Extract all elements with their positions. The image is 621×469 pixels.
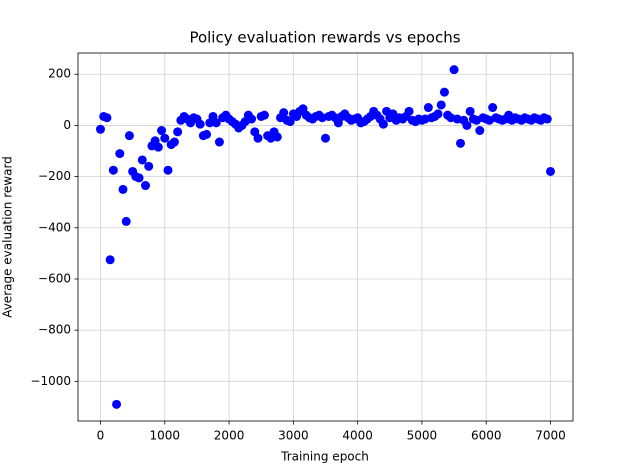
point: [321, 133, 330, 143]
point: [465, 106, 475, 116]
point: [157, 126, 167, 136]
point: [475, 126, 485, 136]
y-tick-label: −600: [38, 271, 71, 285]
point: [436, 100, 446, 110]
point: [102, 113, 112, 123]
y-tick-label: −400: [38, 220, 71, 234]
point: [488, 103, 498, 113]
y-tick-label: −200: [38, 169, 71, 183]
point: [115, 149, 125, 159]
point: [124, 131, 134, 141]
point: [96, 124, 105, 134]
point: [105, 255, 115, 265]
point: [214, 137, 224, 147]
x-axis-label: Training epoch: [280, 450, 369, 464]
point: [285, 117, 295, 127]
point: [163, 165, 173, 175]
point: [137, 155, 147, 165]
point: [134, 173, 144, 183]
x-tick-label: 5000: [407, 429, 438, 443]
point: [433, 109, 443, 119]
point: [253, 133, 263, 143]
point: [211, 118, 221, 128]
point: [118, 184, 128, 194]
point: [153, 142, 163, 152]
point: [449, 65, 459, 75]
point: [462, 120, 472, 130]
point: [144, 161, 154, 171]
x-tick-label: 1000: [150, 429, 181, 443]
plot-frame: [77, 52, 574, 422]
x-tick-label: 2000: [214, 429, 245, 443]
point: [404, 106, 414, 116]
point: [439, 87, 449, 97]
point: [141, 181, 150, 191]
point: [546, 166, 555, 176]
point: [202, 129, 212, 139]
point: [173, 127, 183, 137]
point: [160, 133, 170, 143]
y-tick-label: 0: [63, 118, 71, 132]
chart-title: Policy evaluation rewards vs epochs: [189, 29, 460, 47]
y-tick-label: 200: [48, 67, 71, 81]
y-tick-label: −800: [38, 323, 71, 337]
x-tick-label: 7000: [535, 429, 566, 443]
point: [247, 114, 257, 124]
x-tick-label: 3000: [278, 429, 309, 443]
x-tick-label: 6000: [471, 429, 502, 443]
point: [378, 119, 388, 129]
x-tick-label: 4000: [342, 429, 373, 443]
point: [195, 119, 205, 129]
point: [279, 108, 289, 118]
point: [108, 165, 118, 175]
point: [423, 103, 433, 113]
point: [542, 114, 552, 124]
y-tick-label: −1000: [30, 374, 71, 388]
point: [112, 399, 122, 409]
x-tick-label: 0: [97, 429, 105, 443]
point: [121, 216, 131, 226]
point: [259, 110, 269, 120]
point: [456, 138, 465, 148]
point: [272, 132, 282, 142]
y-axis-label: Average evaluation reward: [1, 156, 15, 318]
point: [169, 137, 179, 147]
